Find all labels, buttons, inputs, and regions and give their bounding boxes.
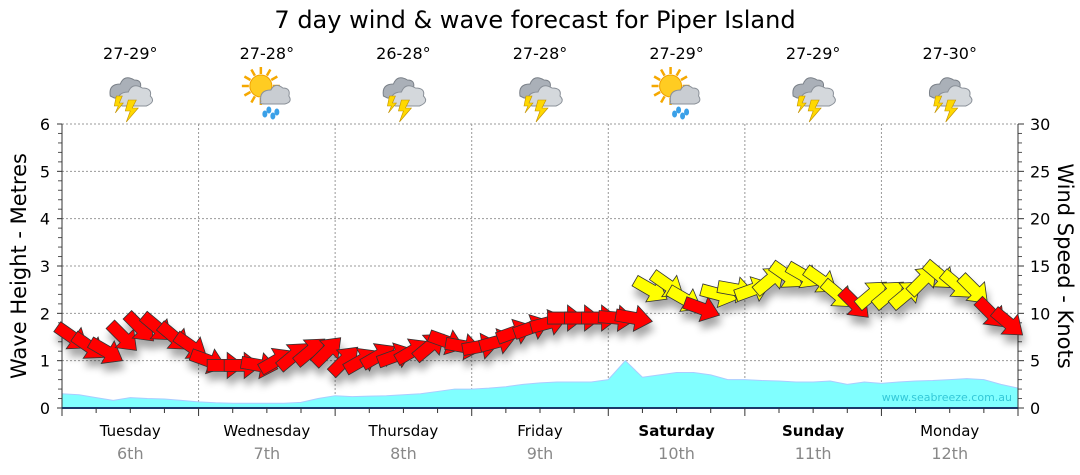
y-tick-left: 2	[40, 304, 50, 323]
lightning	[523, 95, 534, 114]
y-tick-left: 3	[40, 257, 50, 276]
y-tick-right: 0	[1030, 399, 1040, 418]
y-tick-left: 6	[40, 115, 50, 134]
wind-arrow	[989, 306, 1024, 336]
day-labels: 27-29° Tuesday 6th 27-28° Wednesday 7th 26-28°…	[99, 44, 980, 463]
cloud	[259, 84, 291, 105]
day-date: 8th	[390, 444, 417, 463]
y-tick-left: 0	[40, 399, 50, 418]
lightning	[113, 95, 124, 114]
sun-ray	[680, 75, 688, 82]
sun-ray	[659, 68, 666, 77]
wind-arrow	[614, 304, 653, 332]
cloud	[527, 85, 563, 107]
lightning	[387, 95, 398, 114]
wind-arrows	[53, 258, 1024, 380]
sun-ray	[675, 68, 682, 77]
day-temperature: 27-29°	[786, 44, 841, 63]
lightning	[807, 99, 822, 123]
rain-drop	[266, 106, 272, 114]
lightning	[124, 99, 139, 123]
y-axis-right-label: Wind Speed - Knots	[1053, 163, 1077, 368]
sun-ray	[653, 90, 661, 97]
sun-ray	[659, 95, 666, 104]
rain-drop	[676, 106, 682, 114]
rain-drop	[270, 112, 276, 120]
day-date: 9th	[527, 444, 554, 463]
axes: 0 1 2 3 4 5 6 0 5 10 15 20 25 30	[40, 115, 1051, 418]
y-tick-right: 15	[1030, 257, 1050, 276]
sun-ray	[653, 75, 661, 82]
cloud	[936, 85, 973, 107]
sun-cloud-rain-icon	[651, 67, 701, 120]
sun-ray	[243, 90, 252, 97]
y-tick-right: 20	[1030, 210, 1050, 229]
sun-ray	[250, 68, 256, 77]
day-name: Monday	[920, 422, 979, 440]
day-temperature: 27-29°	[649, 44, 704, 63]
sun-ray	[270, 75, 278, 82]
day-name: Friday	[517, 422, 563, 440]
watermark: www.seabreeze.com.au	[882, 391, 1012, 404]
rain-drop	[262, 110, 268, 118]
cloud	[117, 85, 154, 107]
day-name: Tuesday	[99, 422, 161, 440]
sun-ray	[243, 75, 252, 82]
day-date: 6th	[117, 444, 144, 463]
day-name: Wednesday	[223, 422, 310, 440]
day-temperature: 27-30°	[922, 44, 977, 63]
sun-ray	[250, 95, 256, 104]
wave-height-area	[61, 359, 1019, 409]
sun-cloud-rain-icon	[241, 67, 291, 120]
y-tick-left: 5	[40, 162, 50, 181]
day-date: 7th	[254, 444, 281, 463]
storm-cloud-icon	[519, 77, 563, 123]
y-tick-right: 10	[1030, 304, 1050, 323]
lightning	[796, 95, 807, 114]
rain-drop	[684, 108, 690, 116]
storm-cloud-icon	[928, 77, 973, 123]
day-name: Thursday	[368, 422, 439, 440]
wind-arrow	[309, 337, 342, 369]
y-tick-right: 5	[1030, 352, 1040, 371]
lightning	[944, 99, 959, 123]
cloud	[800, 85, 836, 107]
day-date: 10th	[658, 444, 695, 463]
y-tick-left: 1	[40, 352, 50, 371]
storm-cloud-icon	[109, 77, 154, 123]
wind-arrow	[105, 319, 137, 351]
day-name: Sunday	[782, 422, 845, 440]
y-tick-right: 30	[1030, 115, 1050, 134]
storm-cloud-icon	[792, 77, 836, 123]
wind-arrow	[86, 336, 124, 364]
day-temperature: 27-29°	[103, 44, 158, 63]
y-axis-left-label: Wave Height - Metres	[7, 153, 31, 379]
wind-arrow	[682, 296, 721, 323]
lightning	[398, 99, 413, 123]
lightning	[534, 99, 549, 123]
rain-drop	[274, 108, 280, 116]
storm-cloud-icon	[382, 77, 427, 123]
day-temperature: 27-28°	[513, 44, 568, 63]
rain-drop	[672, 110, 678, 118]
rain-drop	[680, 112, 686, 120]
wave-area	[61, 359, 1019, 409]
day-temperature: 27-28°	[240, 44, 295, 63]
y-tick-right: 25	[1030, 162, 1050, 181]
cloud	[390, 85, 427, 107]
lightning	[933, 95, 944, 114]
cloud	[669, 84, 701, 105]
day-date: 12th	[931, 444, 968, 463]
y-tick-left: 4	[40, 210, 50, 229]
sun-ray	[265, 68, 272, 77]
day-name: Saturday	[638, 422, 715, 440]
chart-title: 7 day wind & wave forecast for Piper Isl…	[274, 6, 795, 34]
day-temperature: 26-28°	[376, 44, 431, 63]
day-date: 11th	[795, 444, 832, 463]
